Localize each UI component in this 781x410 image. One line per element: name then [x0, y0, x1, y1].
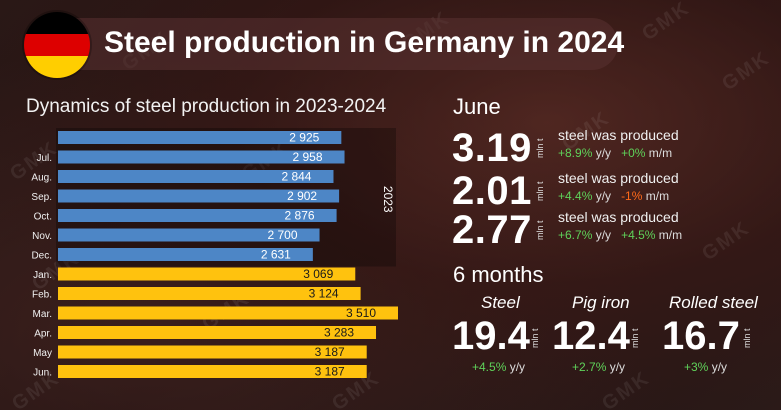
- june-steel-value: 3.19: [452, 126, 532, 170]
- bar-2024-10: [58, 326, 377, 339]
- category-label: Apr.: [34, 329, 52, 340]
- bar-2023-5: [58, 228, 320, 242]
- june-pig-iron-yy: +4.4%: [558, 189, 593, 203]
- category-label: Feb.: [32, 290, 52, 301]
- june-steel-yy-unit: y/y: [595, 146, 612, 160]
- june-steel-unit: mln t: [535, 138, 545, 158]
- june-pig-iron-value: 2.01: [452, 169, 532, 213]
- summary-steel-label: Steel: [481, 293, 520, 312]
- summary-rolled-change-value: +3%: [684, 360, 709, 374]
- page-title: Steel production in Germany in 2024: [104, 26, 625, 59]
- category-label: Mar.: [33, 309, 52, 320]
- bar-2024-11: [58, 345, 367, 359]
- june-pig-iron-mm: -1%: [621, 189, 643, 203]
- june-steel-mm: +0%: [621, 146, 646, 160]
- category-label: May: [33, 348, 52, 359]
- june-rolled-value: 2.77: [452, 208, 532, 252]
- summary-steel-unit: mln t: [530, 328, 540, 348]
- category-label: Dec.: [31, 251, 52, 262]
- bar-value-label: 3 124: [309, 287, 339, 301]
- category-label: Jun.: [33, 368, 52, 379]
- june-rolled-changes: +6.7% y/y +4.5% m/m: [558, 228, 682, 242]
- category-label: Jul.: [36, 153, 52, 164]
- bar-2024-7: [58, 267, 356, 281]
- june-pig-iron-changes: +4.4% y/y -1% m/m: [558, 189, 669, 203]
- june-rolled-unit: mln t: [535, 220, 545, 240]
- june-pig-iron-yy-unit: y/y: [595, 189, 612, 203]
- summary-pig-iron-value: 12.4: [552, 314, 630, 358]
- bar-2023-0: [58, 131, 342, 144]
- june-pig-iron-unit: mln t: [535, 181, 545, 201]
- june-steel-yy: +8.9%: [558, 146, 593, 160]
- june-pig-iron-mm-unit: m/m: [645, 189, 670, 203]
- six-months-label: 6 months: [453, 262, 544, 287]
- summary-rolled-label: Rolled steel: [669, 293, 758, 312]
- watermark-text: GMK: [698, 216, 754, 266]
- chart-title: Dynamics of steel production in 2023-202…: [26, 96, 387, 117]
- summary-pig-iron-change-unit: y/y: [609, 360, 626, 374]
- bar-2023-3: [58, 189, 340, 203]
- summary-rolled-change-unit: y/y: [711, 360, 728, 374]
- summary-steel-value: 19.4: [452, 314, 530, 358]
- flag-stripe-gold: [24, 56, 90, 78]
- summary-steel-change-unit: y/y: [509, 360, 526, 374]
- bar-2023-2: [58, 170, 334, 183]
- summary-rolled-change: +3% y/y: [684, 360, 727, 374]
- bar-2024-9: [58, 306, 398, 320]
- germany-flag-icon: [24, 12, 90, 78]
- bar-2023-1: [58, 150, 345, 164]
- bar-value-label: 2 700: [268, 228, 298, 242]
- summary-pig-iron-change: +2.7% y/y: [572, 360, 625, 374]
- summary-steel-change-value: +4.5%: [472, 360, 507, 374]
- june-rolled-yy-unit: y/y: [595, 228, 612, 242]
- bar-2024-12: [58, 365, 367, 378]
- bar-value-label: 3 187: [315, 365, 345, 379]
- june-steel-mm-unit: m/m: [648, 146, 673, 160]
- category-label: Jan.: [33, 270, 52, 281]
- watermark-text: GMK: [638, 0, 694, 46]
- june-pig-iron-text: steel was produced: [558, 170, 679, 186]
- bar-value-label: 3 283: [324, 326, 354, 340]
- june-rolled-mm: +4.5%: [621, 228, 656, 242]
- watermark-text: GMK: [718, 46, 774, 96]
- flag-stripe-red: [24, 34, 90, 56]
- category-label: Oct.: [34, 212, 52, 223]
- summary-pig-iron-unit: mln t: [630, 328, 640, 348]
- group-label-2023: 2023: [381, 186, 395, 213]
- bar-value-label: 3 069: [303, 267, 333, 281]
- category-label: Nov.: [32, 231, 52, 242]
- bar-value-label: 2 902: [287, 189, 317, 203]
- category-label: Sep.: [31, 192, 52, 203]
- june-rolled-yy: +6.7%: [558, 228, 593, 242]
- june-label: June: [453, 94, 501, 119]
- june-rolled-mm-unit: m/m: [658, 228, 683, 242]
- flag-stripe-black: [24, 12, 90, 34]
- bar-2023-4: [58, 209, 337, 222]
- june-steel-changes: +8.9% y/y +0% m/m: [558, 146, 672, 160]
- summary-steel-change: +4.5% y/y: [472, 360, 525, 374]
- category-label: Aug.: [31, 173, 52, 184]
- bar-value-label: 2 631: [261, 248, 291, 262]
- bar-2024-8: [58, 287, 361, 300]
- bar-chart: 2023 2 925 2 958 Jul. 2 844 Aug. 2 902 Sep. 2 87…: [31, 128, 398, 379]
- bar-value-label: 3 187: [315, 345, 345, 359]
- title-banner: [28, 18, 618, 70]
- june-steel-text: steel was produced: [558, 127, 679, 143]
- bar-value-label: 2 958: [292, 150, 322, 164]
- bar-value-label: 3 510: [346, 306, 376, 320]
- june-rolled-text: steel was produced: [558, 209, 679, 225]
- summary-pig-iron-label: Pig iron: [572, 293, 630, 312]
- bar-value-label: 2 876: [285, 209, 315, 223]
- bar-value-label: 2 844: [281, 170, 311, 184]
- bar-2023-6: [58, 248, 313, 261]
- summary-rolled-unit: mln t: [742, 328, 752, 348]
- summary-rolled-value: 16.7: [662, 314, 740, 358]
- summary-pig-iron-change-value: +2.7%: [572, 360, 607, 374]
- bar-value-label: 2 925: [289, 131, 319, 145]
